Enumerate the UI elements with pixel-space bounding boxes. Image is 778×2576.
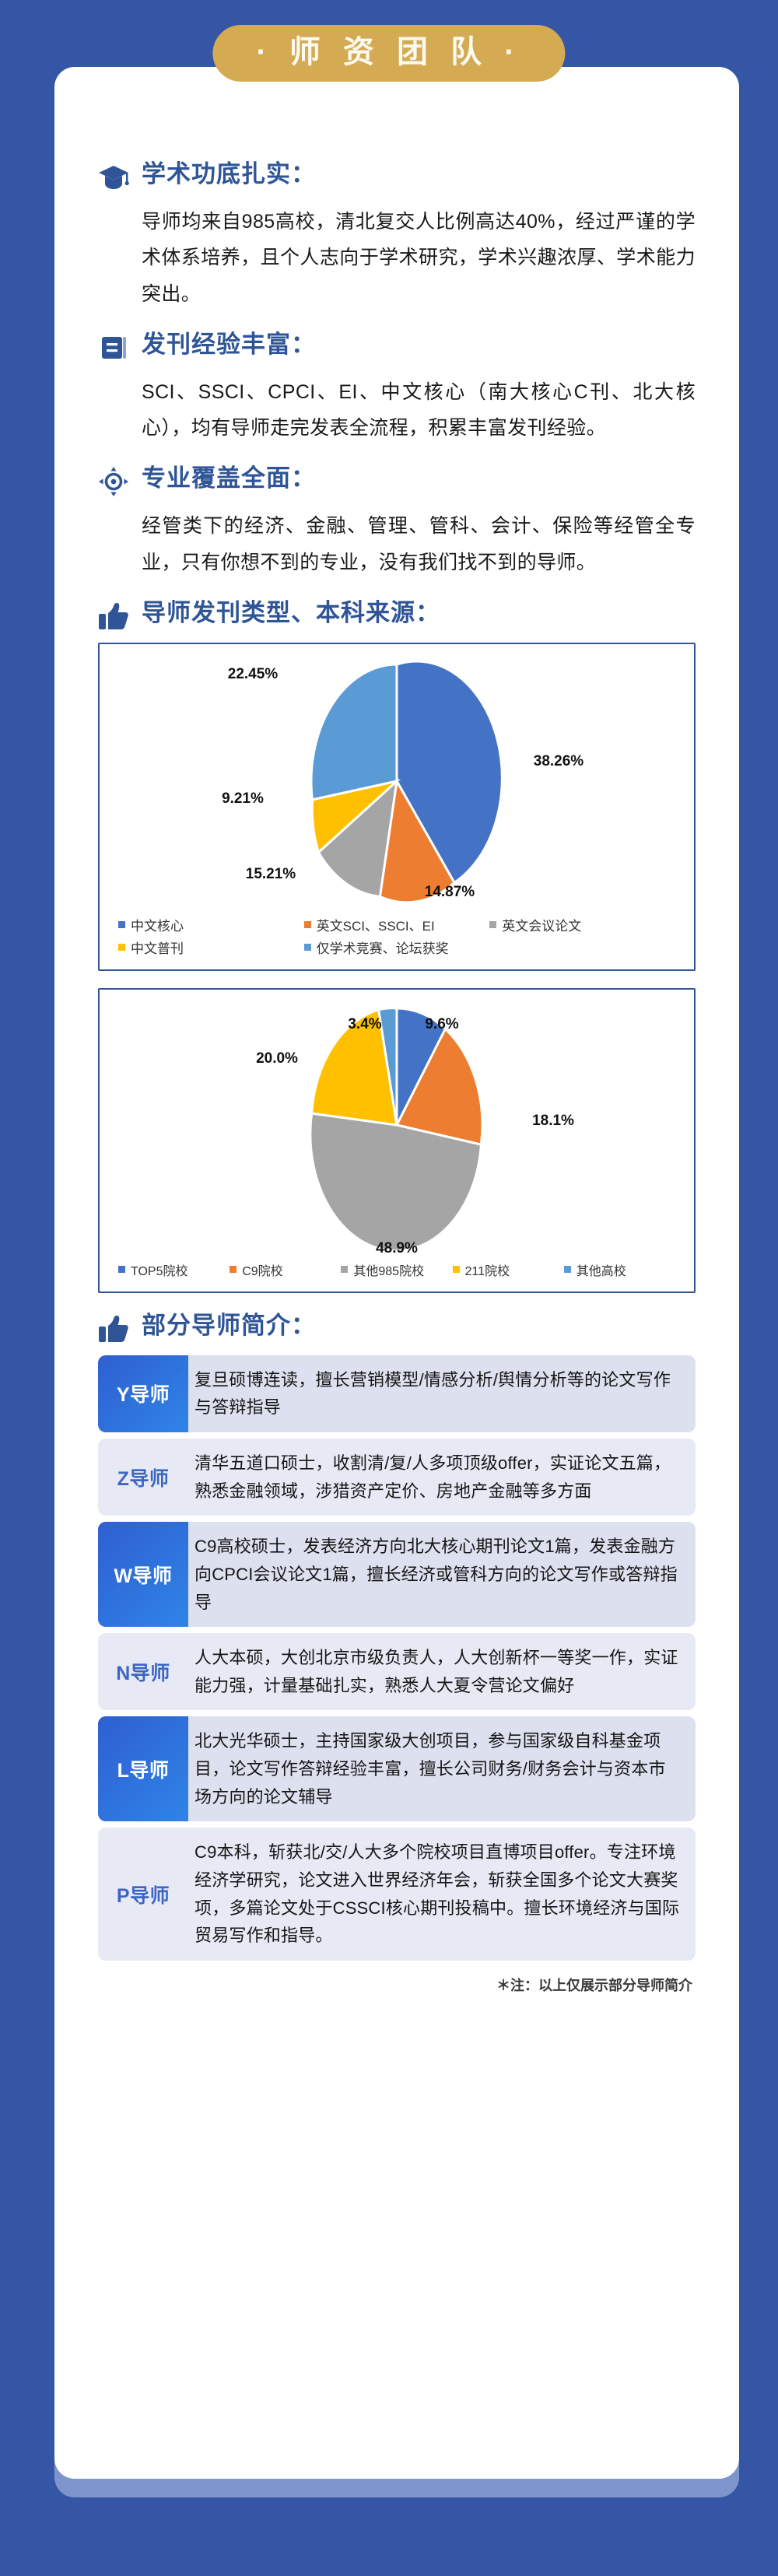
legend-swatch [303, 920, 311, 928]
feature-heading: 发刊经验丰富： [98, 331, 696, 363]
legend-label: C9院校 [242, 1264, 283, 1278]
legend-item: 仅学术竞赛、论坛获奖 [303, 938, 490, 957]
mentor-name-badge: N导师 [116, 1662, 170, 1684]
feature-body: SCI、SSCI、CPCI、EI、中文核心（南大核心C刊、北大核心），均有导师走… [142, 380, 696, 439]
pie-label: 22.45% [228, 666, 279, 682]
feature-block-academics: 学术功底扎实： 导师均来自985高校，清北复交人比例高达40%，经过严谨的学术体… [98, 160, 696, 312]
feature-heading: 学术功底扎实： [98, 160, 696, 193]
mentor-name-badge: L导师 [98, 1716, 188, 1822]
legend-label: 中文普刊 [131, 941, 184, 956]
legend-swatch [563, 1266, 571, 1274]
legend-item: 其他高校 [563, 1260, 675, 1279]
mentor-row: L导师 北大光华硕士，主持国家级大创项目，参与国家级自科基金项目，论文写作答辩经… [98, 1716, 696, 1822]
feature-body: 经管类下的经济、金融、管理、管科、会计、保险等经管全专业，只有你想不到的专业，没… [142, 515, 696, 573]
charts-heading: 导师发刊类型、本科来源： [98, 599, 696, 632]
legend-label: TOP5院校 [131, 1264, 188, 1278]
feature-body: 导师均来自985高校，清北复交人比例高达40%，经过严谨的学术体系培养，且个人志… [142, 211, 696, 305]
mentor-description: 清华五道口硕士，收割清/复/人多项顶级offer，实证论文五篇，熟悉金融领域，涉… [194, 1453, 671, 1501]
pie-label: 20.0% [256, 1050, 298, 1067]
legend-item: 英文SCI、SSCI、EI [303, 915, 490, 934]
legend-item: 211院校 [452, 1260, 564, 1279]
mentor-description: C9本科，斩获北/交/人大多个院校项目直博项目offer。专注环境经济学研究，论… [194, 1842, 680, 1946]
pie-label: 15.21% [246, 866, 296, 882]
chart-card-undergrad-origin: 3.4% 9.6% 18.1% 20.0% 48.9% TOP5院校 C9院校 … [98, 987, 696, 1293]
mentor-list: Y导师 复旦硕博连读，擅长营销模型/情感分析/舆情分析等的论文写作与答辩指导 Z… [98, 1355, 696, 1961]
legend-swatch [452, 1266, 460, 1274]
mentor-name-badge: P导师 [116, 1884, 170, 1907]
feature-block-majors: 专业覆盖全面： 经管类下的经济、金融、管理、管科、会计、保险等经管全专业，只有你… [98, 464, 696, 580]
pie-label: 48.9% [376, 1240, 418, 1256]
pie-label: 14.87% [425, 884, 475, 900]
legend-swatch [118, 943, 125, 951]
document-lines-icon [98, 332, 129, 363]
feature-heading: 专业覆盖全面： [98, 464, 696, 497]
target-icon [98, 466, 129, 497]
mentor-name-badge: W导师 [98, 1522, 188, 1628]
mentor-row: Y导师 复旦硕博连读，擅长营销模型/情感分析/舆情分析等的论文写作与答辩指导 [98, 1355, 696, 1432]
graduation-cap-icon [98, 162, 129, 193]
legend-label: 其他高校 [576, 1264, 626, 1278]
legend-item: 其他985院校 [341, 1260, 452, 1279]
legend-swatch [303, 943, 311, 951]
legend-swatch [230, 1266, 237, 1274]
mentors-section: 部分导师简介： Y导师 复旦硕博连读，擅长营销模型/情感分析/舆情分析等的论文写… [98, 1312, 696, 1995]
page-title: · 师 资 团 队 · [212, 25, 566, 82]
feature-title: 发刊经验丰富： [142, 330, 316, 358]
legend-item: 英文会议论文 [489, 915, 675, 934]
feature-title: 专业覆盖全面： [142, 464, 316, 492]
chart-legend-undergrad-origin: TOP5院校 C9院校 其他985院校 211院校 其他高校 [107, 1257, 686, 1284]
feature-block-publishing: 发刊经验丰富： SCI、SSCI、CPCI、EI、中文核心（南大核心C刊、北大核… [98, 331, 696, 447]
mentor-row: N导师 人大本硕，大创北京市级负责人，人大创新杯一等奖一作，实证能力强，计量基础… [98, 1633, 696, 1711]
legend-swatch [341, 1266, 349, 1274]
mentor-name-badge: Z导师 [117, 1467, 170, 1490]
footnote: ＊注：以上仅展示部分导师简介 [496, 1977, 692, 1993]
charts-title: 导师发刊类型、本科来源： [142, 598, 440, 626]
pie-label: 18.1% [532, 1113, 574, 1129]
mentor-description: 复旦硕博连读，擅长营销模型/情感分析/舆情分析等的论文写作与答辩指导 [194, 1369, 671, 1418]
legend-label: 其他985院校 [353, 1264, 425, 1278]
mentor-description: C9高校硕士，发表经济方向北大核心期刊论文1篇，发表金融方向CPCI会议论文1篇… [194, 1537, 678, 1612]
mentor-row: Z导师 清华五道口硕士，收割清/复/人多项顶级offer，实证论文五篇，熟悉金融… [98, 1439, 696, 1516]
mentor-name-badge: Y导师 [98, 1355, 188, 1432]
legend-label: 211院校 [464, 1264, 510, 1278]
pie-label: 9.21% [222, 790, 264, 807]
pie-label: 3.4% [348, 1016, 381, 1032]
thumbs-up-icon [98, 601, 129, 632]
mentor-row: W导师 C9高校硕士，发表经济方向北大核心期刊论文1篇，发表金融方向CPCI会议… [98, 1522, 696, 1628]
legend-item: C9院校 [230, 1260, 341, 1279]
mentor-description: 人大本硕，大创北京市级负责人，人大创新杯一等奖一作，实证能力强，计量基础扎实，熟… [194, 1648, 678, 1695]
mentors-title: 部分导师简介： [142, 1311, 316, 1339]
pie-chart-undergrad-origin: 3.4% 9.6% 18.1% 20.0% 48.9% [107, 1001, 686, 1257]
legend-item: TOP5院校 [118, 1260, 230, 1279]
legend-label: 英文会议论文 [502, 918, 582, 934]
feature-title: 学术功底扎实： [142, 160, 316, 188]
chart-legend-publication-types: 中文核心 英文SCI、SSCI、EI 英文会议论文 中文普刊 仅学术竞赛、论坛获… [107, 912, 686, 962]
mentor-description: 北大光华硕士，主持国家级大创项目，参与国家级自科基金项目，论文写作答辩经验丰富，… [194, 1731, 666, 1807]
legend-label: 中文核心 [131, 918, 184, 934]
charts-section: 导师发刊类型、本科来源： [98, 599, 696, 1293]
legend-item: 中文普刊 [118, 938, 304, 957]
pie-label: 9.6% [425, 1016, 458, 1032]
chart-card-publication-types: 22.45% 38.26% 14.87% 15.21% 9.21% 中文核心 英… [98, 642, 696, 971]
legend-label: 仅学术竞赛、论坛获奖 [316, 941, 449, 956]
mentor-row: P导师 C9本科，斩获北/交/人大多个院校项目直博项目offer。专注环境经济学… [98, 1828, 696, 1961]
content-area: 学术功底扎实： 导师均来自985高校，清北复交人比例高达40%，经过严谨的学术体… [54, 67, 739, 2045]
pie-label: 38.26% [534, 753, 584, 769]
legend-swatch [489, 920, 497, 928]
legend-swatch [118, 920, 125, 928]
thumbs-up-icon [98, 1313, 129, 1344]
legend-swatch [118, 1266, 125, 1274]
mentors-heading: 部分导师简介： [98, 1312, 696, 1344]
legend-label: 英文SCI、SSCI、EI [316, 918, 435, 934]
legend-item: 中文核心 [118, 915, 304, 934]
pie-chart-publication-types: 22.45% 38.26% 14.87% 15.21% 9.21% [107, 655, 686, 912]
